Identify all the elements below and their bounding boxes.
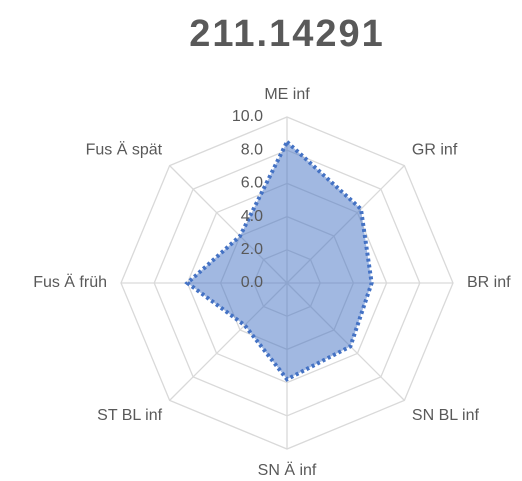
tick-label: 6.0 — [241, 175, 263, 192]
category-label: SN BL inf — [412, 407, 480, 424]
tick-label: 4.0 — [241, 208, 263, 225]
category-label: ME inf — [264, 86, 310, 103]
tick-label: 8.0 — [241, 141, 263, 158]
chart-title: 211.14291 — [189, 13, 385, 55]
category-label: Fus Ä spät — [86, 140, 163, 158]
tick-label: 10.0 — [232, 108, 263, 125]
category-label: ST BL inf — [97, 407, 162, 424]
category-label: GR inf — [412, 141, 458, 158]
category-label: BR inf — [467, 274, 511, 291]
category-label: Fus Ä früh — [33, 273, 107, 291]
category-label: SN Ä inf — [258, 461, 317, 479]
tick-label: 2.0 — [241, 241, 263, 258]
series-area — [184, 138, 374, 382]
tick-label: 0.0 — [241, 274, 263, 291]
